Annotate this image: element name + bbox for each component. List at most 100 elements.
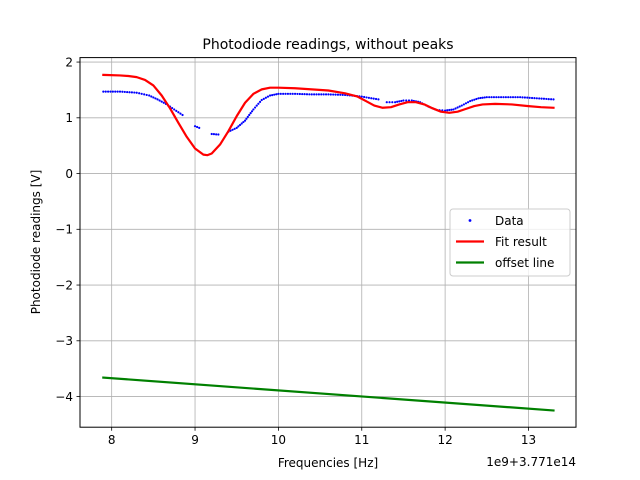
data-point bbox=[296, 92, 299, 96]
legend-label: Data bbox=[495, 214, 524, 228]
data-point bbox=[377, 98, 380, 101]
y-tick-label: 0 bbox=[65, 167, 73, 181]
data-point bbox=[152, 96, 155, 99]
data-point bbox=[339, 93, 342, 96]
data-point bbox=[407, 99, 411, 102]
data-point bbox=[526, 96, 529, 99]
data-point bbox=[273, 93, 276, 96]
data-point bbox=[367, 96, 371, 99]
data-point bbox=[388, 101, 391, 104]
data-point bbox=[456, 106, 459, 109]
data-point bbox=[291, 92, 294, 95]
data-point bbox=[324, 93, 328, 96]
data-point bbox=[253, 106, 257, 109]
data-point bbox=[196, 125, 199, 129]
data-point bbox=[158, 99, 161, 102]
data-point bbox=[499, 96, 503, 99]
data-point bbox=[255, 104, 258, 107]
plot-frame bbox=[79, 57, 577, 428]
data-point bbox=[148, 94, 151, 97]
data-point bbox=[372, 97, 375, 100]
data-point bbox=[490, 96, 493, 99]
data-point bbox=[509, 96, 512, 99]
data-point bbox=[374, 97, 378, 101]
data-point bbox=[400, 99, 403, 103]
data-point bbox=[249, 112, 252, 115]
data-point bbox=[545, 97, 548, 101]
data-point bbox=[507, 96, 510, 99]
data-point bbox=[502, 96, 505, 99]
data-point bbox=[123, 90, 126, 94]
data-point bbox=[181, 113, 184, 117]
data-point bbox=[458, 105, 461, 108]
data-point bbox=[298, 92, 301, 96]
data-point bbox=[320, 93, 323, 96]
data-point bbox=[523, 96, 527, 99]
data-point bbox=[514, 96, 517, 99]
data-point bbox=[528, 96, 531, 99]
data-point bbox=[293, 92, 297, 95]
data-point bbox=[262, 97, 265, 100]
data-point bbox=[193, 125, 197, 128]
series-line-offset-line bbox=[102, 376, 555, 412]
data-point bbox=[402, 99, 405, 102]
x-tick-label: 9 bbox=[191, 433, 199, 447]
data-point bbox=[396, 100, 399, 103]
data-point bbox=[533, 97, 536, 100]
data-point bbox=[446, 109, 449, 112]
data-point bbox=[104, 90, 107, 93]
data-point bbox=[497, 96, 500, 99]
data-point bbox=[140, 92, 143, 95]
data-point bbox=[173, 108, 176, 111]
data-point bbox=[315, 93, 318, 96]
data-point bbox=[138, 92, 141, 95]
x-offset-label: 1e9+3.771e14 bbox=[486, 455, 576, 469]
data-point bbox=[143, 93, 146, 96]
data-point bbox=[150, 95, 153, 98]
data-point bbox=[130, 91, 134, 94]
data-point bbox=[363, 95, 366, 99]
data-point bbox=[198, 126, 201, 129]
data-point bbox=[495, 96, 498, 99]
data-point bbox=[516, 96, 519, 99]
data-point bbox=[462, 103, 465, 106]
data-point bbox=[271, 93, 274, 97]
data-point bbox=[448, 108, 451, 112]
data-point bbox=[215, 133, 218, 136]
legend: Data Fit result offset line bbox=[449, 208, 571, 277]
y-tick-label: 2 bbox=[65, 55, 73, 69]
data-point bbox=[175, 109, 178, 112]
data-point bbox=[240, 122, 243, 125]
data-point bbox=[160, 100, 163, 103]
data-point bbox=[286, 92, 290, 95]
data-point bbox=[485, 96, 488, 99]
data-point bbox=[308, 93, 311, 96]
data-point bbox=[231, 128, 234, 131]
legend-box bbox=[449, 208, 571, 277]
data-point bbox=[511, 96, 515, 99]
data-point bbox=[471, 99, 474, 102]
y-tick-label: 1 bbox=[65, 111, 73, 125]
legend-label: Fit result bbox=[495, 235, 547, 249]
data-point bbox=[250, 110, 254, 113]
data-point bbox=[114, 90, 117, 93]
data-point bbox=[550, 98, 553, 101]
data-point bbox=[260, 98, 263, 102]
data-point bbox=[107, 90, 110, 93]
x-tick-label: 12 bbox=[437, 433, 452, 447]
data-point bbox=[268, 94, 272, 97]
data-point bbox=[264, 96, 267, 99]
data-point bbox=[102, 90, 105, 93]
data-point bbox=[452, 108, 455, 111]
data-point bbox=[469, 99, 472, 103]
data-point bbox=[284, 92, 287, 95]
data-point bbox=[111, 90, 114, 93]
data-point bbox=[257, 102, 260, 105]
data-point bbox=[212, 133, 216, 136]
data-point bbox=[394, 101, 397, 104]
data-point bbox=[538, 97, 541, 100]
x-tick-label: 11 bbox=[354, 433, 369, 447]
data-point bbox=[322, 93, 325, 96]
